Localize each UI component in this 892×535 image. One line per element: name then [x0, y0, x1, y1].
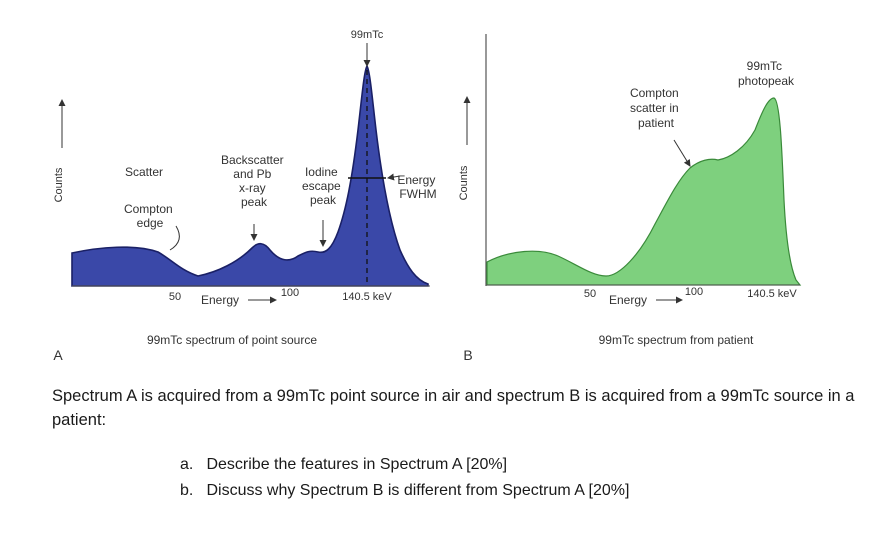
compton-edge-label: Compton edge: [124, 202, 176, 230]
spectrum-b-panel: Counts 99mTc photopeak Compton scatter i…: [458, 34, 802, 363]
spectrum-b-caption: 99mTc spectrum from patient: [599, 333, 754, 347]
spectrum-b-tick-100: 100: [685, 286, 703, 298]
question-item: b. Discuss why Spectrum B is different f…: [180, 478, 862, 504]
scatter-label: Scatter: [125, 165, 163, 179]
photopeak-label: 99mTc photopeak: [738, 59, 795, 88]
spectrum-a-caption: 99mTc spectrum of point source: [147, 333, 317, 347]
spectrum-b-energy-label: Energy: [609, 293, 647, 307]
spectrum-b-tick-140: 140.5 keV: [747, 288, 797, 300]
question-intro: Spectrum A is acquired from a 99mTc poin…: [52, 387, 855, 429]
spectrum-a-panel: Counts 99mTc Scatter Compton edge Backs: [53, 29, 438, 363]
spectrum-b-curve: [486, 97, 802, 286]
question-item-text: Describe the features in Spectrum A [20%…: [206, 456, 508, 473]
spectrum-a-tick-140: 140.5 keV: [342, 291, 392, 303]
spectrum-b-y-axis-label: Counts: [458, 165, 470, 200]
energy-fwhm-label: Energy FWHM: [397, 173, 438, 201]
spectrum-a-isotope-label: 99mTc: [351, 29, 384, 41]
spectrum-a-tick-50: 50: [169, 291, 181, 303]
spectrum-a-curve: [71, 64, 429, 287]
question-item-text: Discuss why Spectrum B is different from…: [206, 482, 630, 499]
spectrum-b-tick-50: 50: [584, 288, 596, 300]
spectrum-a-energy-label: Energy: [201, 293, 239, 307]
question-item: a. Describe the features in Spectrum A […: [180, 452, 862, 478]
spectra-figure: Counts 99mTc Scatter Compton edge Backs: [53, 29, 802, 363]
question-items: a. Describe the features in Spectrum A […: [52, 452, 862, 504]
spectrum-b-letter: B: [463, 347, 472, 363]
question-item-label: b.: [180, 482, 194, 499]
question-text: Spectrum A is acquired from a 99mTc poin…: [52, 384, 862, 504]
iodine-escape-peak-label: Iodine escape peak: [302, 165, 344, 207]
spectrum-a-tick-100: 100: [281, 287, 299, 299]
backscatter-peak-label: Backscatter and Pb x-ray peak: [221, 153, 287, 209]
compton-scatter-label: Compton scatter in patient: [630, 86, 682, 130]
spectrum-a-letter: A: [53, 347, 63, 363]
spectrum-a-y-axis-label: Counts: [53, 167, 65, 202]
question-item-label: a.: [180, 456, 194, 473]
